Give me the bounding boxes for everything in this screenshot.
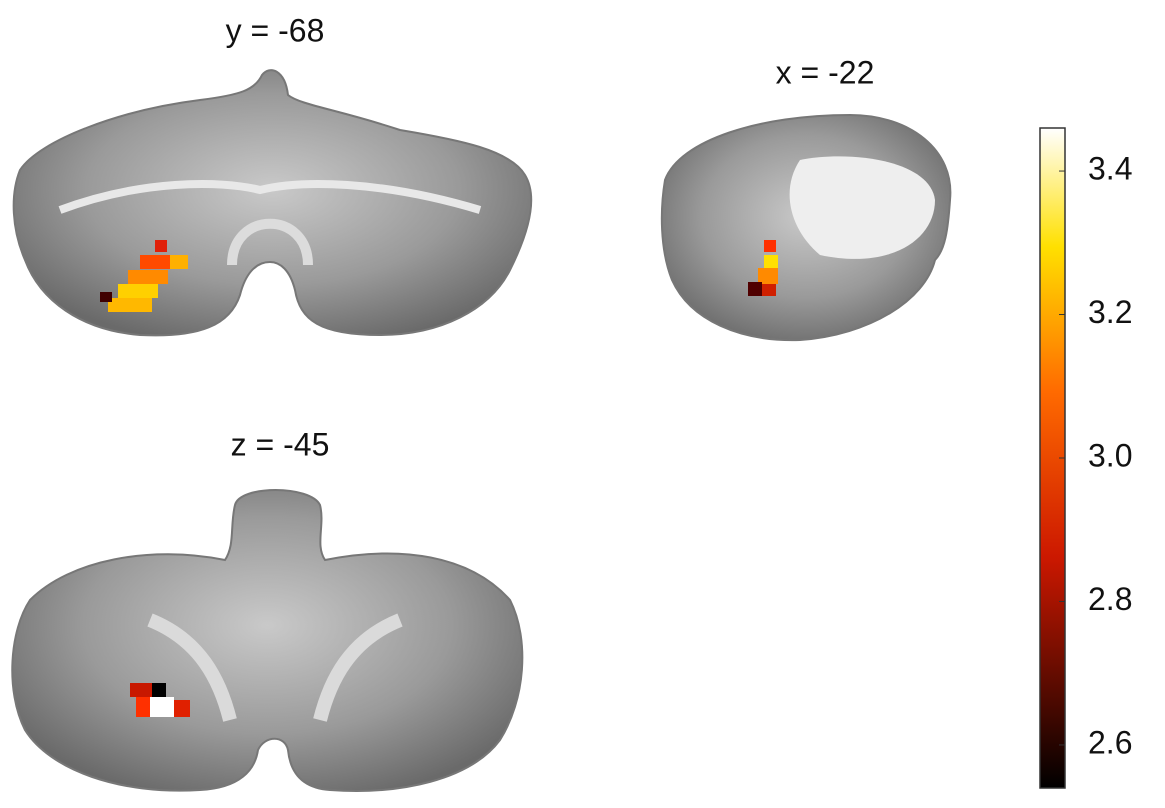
panel-label: x = -22 bbox=[776, 54, 875, 90]
tick-label: 3.4 bbox=[1088, 150, 1132, 186]
brain-slice bbox=[11, 489, 524, 792]
tick-label: 2.8 bbox=[1088, 581, 1132, 617]
colorbar: 3.4 3.2 3.0 2.8 2.6 bbox=[1039, 127, 1132, 789]
white-matter bbox=[227, 218, 313, 266]
activation-blob bbox=[748, 240, 778, 296]
white-matter bbox=[789, 156, 935, 259]
activation-blob bbox=[130, 683, 190, 717]
white-matter bbox=[58, 180, 482, 214]
panel-axial: z = -45 bbox=[11, 426, 524, 792]
tick-label: 3.0 bbox=[1088, 437, 1132, 473]
white-matter bbox=[147, 613, 403, 722]
colorbar-scale bbox=[1039, 127, 1066, 789]
panel-label: y = -68 bbox=[226, 12, 325, 48]
brain-slice bbox=[12, 69, 533, 337]
panel-sagittal: x = -22 bbox=[660, 54, 952, 342]
panel-label: z = -45 bbox=[231, 426, 330, 462]
tick-label: 2.6 bbox=[1088, 724, 1132, 760]
panel-coronal: y = -68 bbox=[12, 12, 533, 337]
tick-label: 3.2 bbox=[1088, 294, 1132, 330]
activation-blob bbox=[100, 240, 188, 312]
